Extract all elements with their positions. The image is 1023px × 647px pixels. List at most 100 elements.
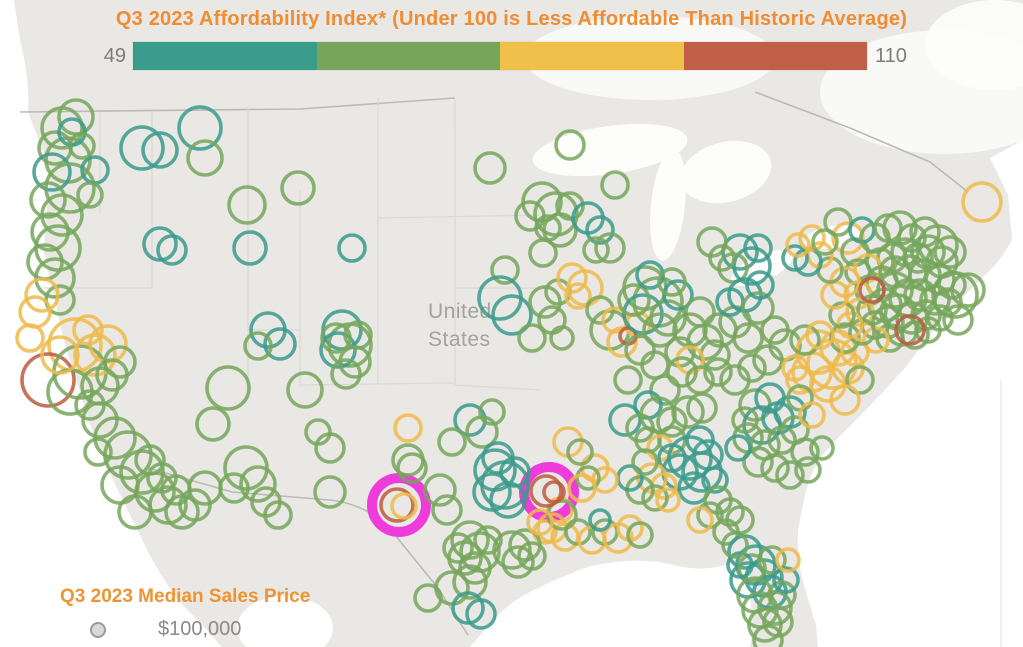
- metro-bubble[interactable]: [875, 323, 905, 353]
- metro-bubble[interactable]: [600, 170, 630, 200]
- metro-bubble[interactable]: [337, 233, 367, 263]
- metro-bubble[interactable]: [72, 314, 104, 346]
- metro-bubble[interactable]: [263, 500, 293, 530]
- metro-bubble[interactable]: [205, 365, 251, 411]
- metro-bubble[interactable]: [858, 276, 886, 304]
- metro-bubble[interactable]: [396, 452, 428, 484]
- metro-bubble[interactable]: [811, 228, 839, 256]
- metro-bubble[interactable]: [631, 448, 659, 476]
- metro-bubble[interactable]: [501, 545, 535, 579]
- metro-bubble[interactable]: [431, 494, 463, 526]
- metro-bubble[interactable]: [117, 494, 153, 530]
- metro-bubble[interactable]: [555, 191, 585, 221]
- metro-bubble[interactable]: [931, 271, 979, 319]
- metro-bubble[interactable]: [160, 474, 192, 506]
- metro-bubble[interactable]: [642, 312, 678, 348]
- metro-bubble[interactable]: [442, 532, 474, 564]
- metro-bubble[interactable]: [732, 322, 764, 354]
- metro-bubble[interactable]: [490, 255, 520, 285]
- metro-bubble[interactable]: [32, 152, 72, 192]
- metro-bubble[interactable]: [313, 475, 347, 509]
- metro-bubble[interactable]: [473, 151, 507, 185]
- metro-bubble[interactable]: [423, 473, 457, 507]
- metro-bubble[interactable]: [781, 244, 809, 272]
- metro-bubble[interactable]: [156, 234, 188, 266]
- metro-bubble[interactable]: [517, 323, 547, 353]
- metro-bubble[interactable]: [534, 214, 562, 242]
- metro-bubble[interactable]: [567, 473, 597, 503]
- metro-bubble[interactable]: [103, 430, 153, 480]
- metro-bubble[interactable]: [343, 320, 373, 350]
- metro-bubble[interactable]: [805, 320, 835, 350]
- metro-bubble[interactable]: [649, 374, 681, 406]
- metro-bubble[interactable]: [554, 129, 586, 161]
- metro-bubble[interactable]: [831, 221, 865, 255]
- metro-bubble[interactable]: [119, 125, 165, 171]
- metro-bubble[interactable]: [840, 337, 870, 367]
- metro-bubble[interactable]: [745, 270, 775, 300]
- metro-bubble[interactable]: [933, 235, 967, 269]
- metro-bubble[interactable]: [742, 446, 774, 478]
- metro-bubble[interactable]: [829, 384, 861, 416]
- metro-bubble[interactable]: [119, 449, 165, 495]
- metro-bubble[interactable]: [737, 553, 767, 583]
- metro-bubble[interactable]: [731, 406, 759, 434]
- metro-bubble[interactable]: [760, 315, 790, 345]
- metro-bubble[interactable]: [624, 334, 656, 366]
- metro-bubble[interactable]: [726, 551, 754, 579]
- metro-bubble[interactable]: [304, 418, 332, 446]
- metro-bubble[interactable]: [772, 566, 800, 594]
- metro-bubble[interactable]: [743, 233, 773, 263]
- metro-bubble[interactable]: [775, 547, 801, 573]
- metro-bubble[interactable]: [809, 435, 835, 461]
- metro-bubble[interactable]: [781, 354, 809, 382]
- metro-bubble[interactable]: [491, 294, 533, 336]
- metro-bubble[interactable]: [684, 296, 716, 328]
- metro-bubble[interactable]: [83, 437, 113, 467]
- metro-bubble[interactable]: [57, 117, 87, 147]
- metro-bubble[interactable]: [767, 580, 797, 610]
- metro-bubble[interactable]: [499, 456, 531, 488]
- metro-bubble[interactable]: [40, 335, 80, 375]
- metro-bubble[interactable]: [95, 358, 129, 392]
- metro-bubble[interactable]: [239, 465, 277, 503]
- metro-bubble[interactable]: [319, 331, 357, 369]
- metro-bubble[interactable]: [20, 352, 76, 408]
- metro-bubble[interactable]: [320, 322, 352, 354]
- metro-bubble[interactable]: [472, 472, 512, 512]
- metro-bubble[interactable]: [478, 398, 506, 426]
- metro-bubble[interactable]: [757, 545, 787, 575]
- metro-bubble[interactable]: [263, 327, 297, 361]
- metro-bubble[interactable]: [566, 438, 594, 466]
- metro-bubble[interactable]: [218, 472, 250, 504]
- metro-bubble[interactable]: [671, 395, 705, 429]
- metro-bubble[interactable]: [715, 497, 745, 527]
- metro-bubble[interactable]: [582, 236, 610, 264]
- metro-bubble[interactable]: [29, 181, 67, 219]
- metro-bubble[interactable]: [703, 357, 733, 387]
- metro-bubble[interactable]: [44, 162, 96, 214]
- metro-bubble[interactable]: [390, 492, 418, 520]
- metro-bubble[interactable]: [379, 487, 415, 523]
- metro-bubble[interactable]: [737, 353, 767, 383]
- metro-bubble[interactable]: [575, 465, 601, 491]
- metro-bubble[interactable]: [24, 277, 60, 313]
- metro-bubble[interactable]: [862, 326, 890, 354]
- metro-bubble[interactable]: [15, 323, 45, 353]
- metro-bubble[interactable]: [564, 282, 592, 310]
- metro-bubble[interactable]: [641, 484, 669, 512]
- metro-bubble[interactable]: [542, 480, 566, 504]
- metro-bubble[interactable]: [556, 262, 588, 294]
- metro-bubble[interactable]: [789, 324, 821, 356]
- metro-bubble[interactable]: [413, 583, 443, 613]
- metro-bubble[interactable]: [773, 395, 807, 429]
- metro-bubble[interactable]: [677, 471, 711, 505]
- metro-bubble[interactable]: [845, 365, 875, 395]
- metro-bubble[interactable]: [452, 564, 488, 600]
- affordability-color-ramp[interactable]: [133, 42, 867, 70]
- metro-bubble[interactable]: [243, 331, 273, 361]
- metro-bubble[interactable]: [68, 132, 96, 160]
- metro-bubble[interactable]: [790, 437, 820, 467]
- metro-bubble[interactable]: [798, 224, 826, 252]
